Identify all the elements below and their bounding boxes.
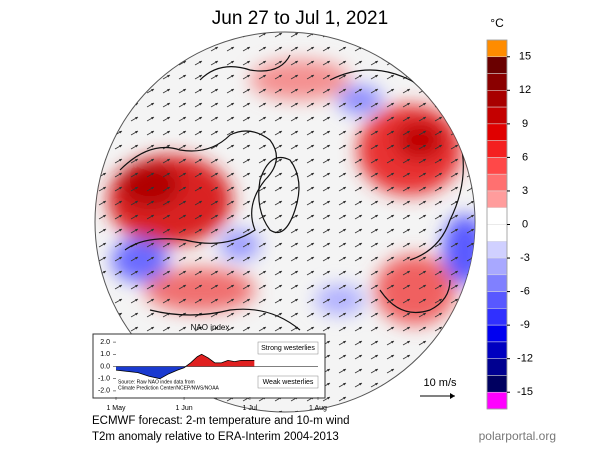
colorbar-tick-label: -15	[517, 386, 533, 398]
nao-area-negative	[116, 366, 255, 379]
colorbar-box	[486, 39, 508, 58]
colorbar-box	[486, 241, 508, 259]
colorbar-box	[486, 157, 508, 175]
map-title: Jun 27 to Jul 1, 2021	[212, 8, 388, 29]
wind-scale-label: 10 m/s	[423, 377, 457, 389]
colorbar-tick-label: 12	[519, 84, 531, 96]
colorbar-tick-label: -12	[517, 353, 533, 365]
nao-inset: NAO index 2.0 1.0 0.0 -1.0 -2.0 1 May 1 Jun 1 Ju…	[92, 323, 327, 412]
y-tick-label: -1.0	[98, 376, 110, 383]
colorbar-tick-label: -9	[520, 319, 530, 331]
x-tick-label: 1 Jun	[176, 405, 193, 412]
x-tick-label: 1 Jul	[243, 405, 258, 412]
y-tick-label: 1.0	[100, 351, 110, 358]
colorbar-box	[486, 291, 508, 309]
colorbar-box	[486, 173, 508, 192]
source-note: Source: Raw NAO index data from	[118, 379, 195, 385]
colorbar-box	[486, 106, 508, 125]
wind-legend: 10 m/s	[420, 377, 457, 399]
y-tick-label: 2.0	[100, 339, 110, 346]
x-tick-label: 1 May	[106, 405, 126, 412]
colorbar-box	[486, 375, 508, 393]
nao-area-positive	[116, 354, 255, 367]
colorbar-box	[486, 308, 508, 326]
annotation-box	[257, 375, 319, 389]
wind-scale-arrowhead	[450, 393, 455, 399]
colorbar-box	[486, 257, 508, 276]
colorbar-box	[486, 358, 508, 376]
source-note: Climate Prediction Center/NCEP/NWS/NOAA	[118, 385, 220, 391]
footer-line: ECMWF forecast: 2-m temperature and 10-m…	[92, 415, 350, 427]
colorbar-box	[486, 391, 508, 410]
colorbar-box	[486, 123, 508, 141]
footer-line: T2m anomaly relative to ERA-Interim 2004…	[92, 431, 339, 443]
colorbar-tick-label: 0	[522, 218, 528, 230]
colorbar-tick-label: 3	[522, 185, 528, 197]
inset-title: NAO index	[191, 323, 230, 332]
y-tick-label: -2.0	[98, 388, 110, 395]
colorbar-box	[486, 324, 508, 343]
colorbar-box	[486, 56, 508, 74]
colorbar-box	[486, 207, 508, 225]
colorbar-unit: °C	[490, 16, 504, 30]
annotation: Weak westerlies	[263, 379, 314, 386]
colorbar-box	[486, 90, 508, 108]
y-tick-label: 0.0	[100, 363, 110, 370]
colorbar-box	[486, 190, 508, 208]
colorbar-tick-label: 15	[519, 51, 531, 63]
colorbar-tick-label: 9	[522, 118, 528, 130]
colorbar-tick-label: -6	[520, 285, 530, 297]
colorbar-tick-label: -3	[520, 252, 530, 264]
x-tick-label: 1 Aug	[309, 405, 327, 412]
nao-line	[115, 353, 255, 380]
annotation-box	[257, 341, 319, 355]
colorbar-box	[486, 274, 508, 292]
colorbar-tick-label: 6	[522, 151, 528, 163]
colorbar-box	[486, 73, 508, 91]
colorbar-box	[486, 224, 508, 242]
annotation: Strong westerlies	[261, 345, 315, 352]
colorbar-box	[486, 341, 508, 359]
colorbar: 15 12 9 6 3 0 -3 -6 -9 -12 -15	[486, 39, 533, 410]
credit: polarportal.org	[479, 429, 556, 443]
colorbar-box	[486, 140, 508, 158]
